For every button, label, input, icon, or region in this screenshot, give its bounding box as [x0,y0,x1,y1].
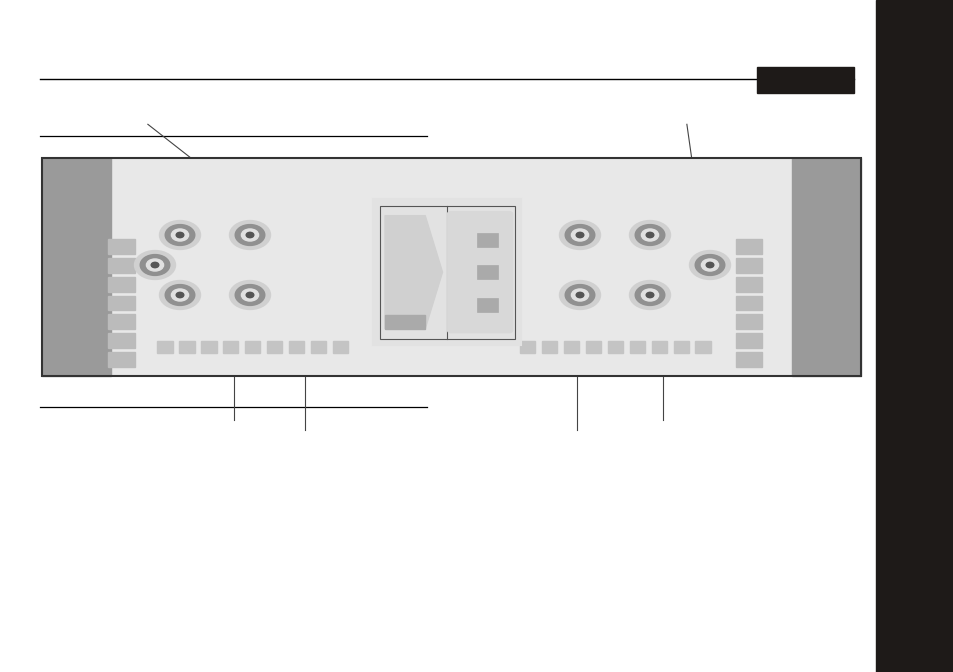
Circle shape [235,224,265,245]
Circle shape [635,284,664,305]
Bar [563,341,578,353]
Circle shape [564,284,594,305]
FancyBboxPatch shape [447,212,513,333]
Circle shape [576,292,583,298]
Bar [42,158,111,376]
Circle shape [241,229,258,241]
Bar [735,239,761,254]
Bar [157,341,172,353]
Circle shape [689,251,730,280]
Bar [791,158,860,376]
Circle shape [230,220,271,249]
Circle shape [176,292,184,298]
Bar [384,315,425,329]
Circle shape [159,280,200,309]
Bar [629,341,644,353]
Bar [108,314,134,329]
Circle shape [165,284,194,305]
Bar [585,341,600,353]
Circle shape [645,233,653,238]
Circle shape [645,292,653,298]
Bar [108,352,134,367]
Bar [735,333,761,348]
Circle shape [159,220,200,249]
Bar [651,341,666,353]
Circle shape [640,289,658,301]
Bar [735,258,761,273]
Circle shape [571,229,588,241]
Circle shape [140,255,170,276]
Circle shape [176,233,184,238]
Circle shape [558,280,599,309]
Bar [42,158,860,376]
Polygon shape [384,216,442,329]
Bar [223,341,238,353]
Bar [108,333,134,348]
Circle shape [705,262,713,267]
Circle shape [172,229,189,241]
Bar [373,199,520,345]
Bar [201,341,216,353]
Bar [108,258,134,273]
Circle shape [635,224,664,245]
Bar [519,341,535,353]
Circle shape [246,233,253,238]
Circle shape [629,280,670,309]
Bar [289,341,304,353]
Bar [607,341,622,353]
Bar [379,206,515,339]
Bar [333,341,348,353]
Circle shape [172,289,189,301]
Bar [735,296,761,310]
Bar [756,67,853,93]
Circle shape [246,292,253,298]
Bar [476,265,497,279]
Bar [735,277,761,292]
Circle shape [241,289,258,301]
Bar [245,341,260,353]
Bar [108,277,134,292]
Circle shape [576,233,583,238]
Bar [179,341,194,353]
Bar [108,296,134,310]
Circle shape [564,224,594,245]
Bar [541,341,557,353]
Bar [476,233,497,247]
Circle shape [235,284,265,305]
Circle shape [629,220,670,249]
Bar [673,341,688,353]
Circle shape [571,289,588,301]
Circle shape [700,259,718,271]
Circle shape [146,259,163,271]
Circle shape [230,280,271,309]
Bar [476,298,497,312]
Circle shape [151,262,158,267]
Bar [42,158,860,376]
Bar [267,341,282,353]
Bar [735,352,761,367]
Circle shape [558,220,599,249]
Bar [875,0,953,672]
Circle shape [134,251,175,280]
Circle shape [165,224,194,245]
Circle shape [695,255,724,276]
Circle shape [640,229,658,241]
Bar [735,314,761,329]
Bar [311,341,326,353]
Bar [695,341,710,353]
Bar [108,239,134,254]
